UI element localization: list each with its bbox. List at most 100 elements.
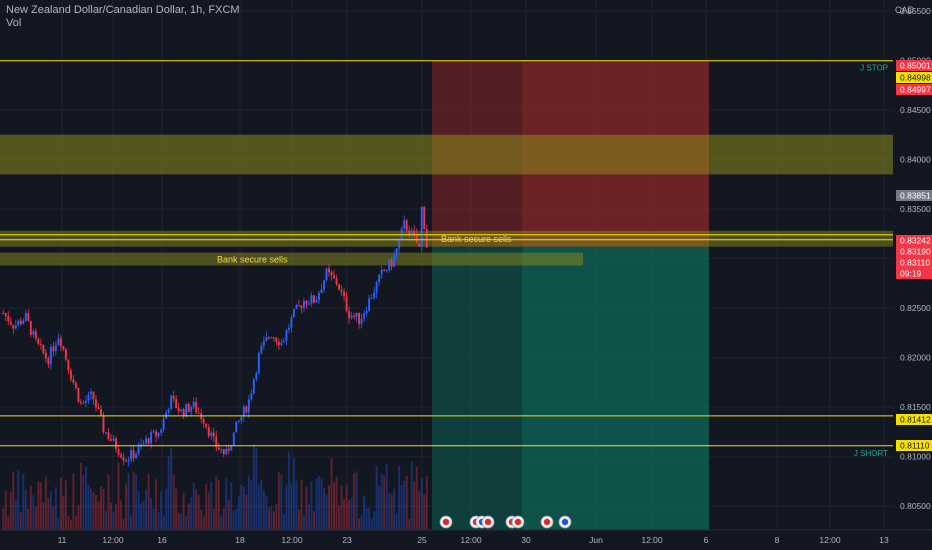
volume-bar [187, 503, 190, 530]
take-profit-zone[interactable] [432, 246, 709, 530]
candle-body [368, 298, 371, 312]
volume-bar [318, 476, 320, 530]
take-profit-zone-2[interactable] [522, 246, 709, 530]
volume-bar [225, 477, 228, 530]
volume-bar [338, 505, 340, 530]
volume-bar [122, 518, 125, 530]
candle-body [49, 346, 52, 365]
volume-bar [100, 486, 102, 530]
volume-bar [17, 470, 20, 530]
candle-body [232, 432, 235, 446]
volume-bar [355, 471, 358, 530]
volume-bar [320, 478, 323, 530]
volume-bar [348, 499, 351, 530]
short-position-zones[interactable] [432, 60, 709, 530]
x-tick-label: 12:00 [641, 535, 663, 545]
x-tick-label: 25 [417, 535, 427, 545]
candle-body [29, 320, 32, 336]
volume-bar [62, 495, 65, 530]
volume-bar [272, 511, 275, 530]
volume-bar [64, 480, 67, 530]
price-label-box [896, 84, 932, 95]
time-axis[interactable]: 11 12:00 16 18 12:00 23 25 12:00 30 Jun 12:00 6 8 12:… [0, 529, 932, 550]
candle-body [308, 303, 310, 305]
supply-zones[interactable] [0, 134, 893, 266]
supply-zone-upper[interactable] [0, 134, 893, 175]
volume-bar [152, 507, 155, 530]
candle-body [19, 320, 22, 324]
x-tick-label: 13 [879, 535, 889, 545]
candle-body [112, 438, 115, 441]
candle-body [100, 409, 102, 416]
price-label-box [896, 60, 932, 71]
candle-body [95, 399, 97, 408]
volume-bar [47, 497, 50, 530]
candle-body [182, 409, 185, 417]
candle-body [297, 305, 300, 307]
candle-body [197, 412, 200, 414]
candle-body [107, 432, 110, 440]
candle-body [125, 460, 127, 462]
volume-bar [34, 506, 37, 530]
volume-bar [405, 475, 408, 530]
volume-bar [358, 518, 361, 530]
event-icons[interactable] [439, 515, 572, 529]
candle-body [240, 416, 243, 421]
candle-body [270, 337, 273, 339]
volume-bar [162, 515, 165, 530]
candle-body [245, 406, 248, 413]
volume-bar [275, 503, 278, 530]
volume-bar [325, 494, 328, 530]
volume-bar [137, 490, 140, 530]
x-tick-label: 12:00 [460, 535, 482, 545]
volume-bar [105, 510, 107, 530]
volume-bar [423, 494, 426, 530]
volume-bar [237, 496, 240, 530]
candle-body [335, 278, 338, 285]
candle-body [195, 401, 198, 413]
candle-body [262, 341, 265, 346]
candle-body [44, 352, 47, 359]
volume-bar [132, 471, 135, 530]
price-label-box [896, 246, 932, 257]
supply-zone-bank-2[interactable] [0, 252, 583, 266]
volume-bar [107, 474, 110, 530]
candle-body [117, 449, 120, 455]
price-label: 0.84998 [900, 73, 931, 83]
price-label-box [896, 235, 932, 246]
volume-bar [74, 516, 77, 530]
x-tick-label: 6 [704, 535, 709, 545]
volume-bar [415, 467, 418, 530]
volume-bar [207, 492, 210, 530]
candle-body [110, 439, 112, 441]
candle-body [205, 423, 208, 428]
volume-bar [255, 448, 258, 530]
candle-body [418, 243, 421, 247]
candle-body [192, 401, 195, 408]
candle-body [87, 394, 90, 402]
candle-body [292, 309, 295, 318]
volume-bar [147, 473, 150, 530]
volume-indicator-label[interactable]: Vol [6, 17, 22, 29]
candle-body [425, 228, 428, 248]
candle-body [325, 268, 328, 281]
volume-bar [197, 495, 200, 530]
time-axis-bg [0, 530, 932, 550]
volume-bar [330, 458, 333, 530]
price-label-box [896, 268, 932, 279]
level-lines[interactable]: J STOP J SHORT [0, 60, 893, 458]
volume-bar [310, 481, 313, 530]
candle-body [305, 300, 308, 305]
volume-bar [380, 474, 383, 530]
candle-body [190, 407, 193, 412]
volume-bar [24, 489, 27, 530]
candle-body [147, 438, 150, 444]
candle-body [348, 311, 351, 319]
candle-body [74, 382, 77, 388]
price-label-box [896, 190, 932, 201]
volume-bar [242, 486, 245, 530]
volume-bar [232, 510, 235, 530]
candle-body [315, 300, 318, 303]
volume-bar [308, 504, 310, 530]
